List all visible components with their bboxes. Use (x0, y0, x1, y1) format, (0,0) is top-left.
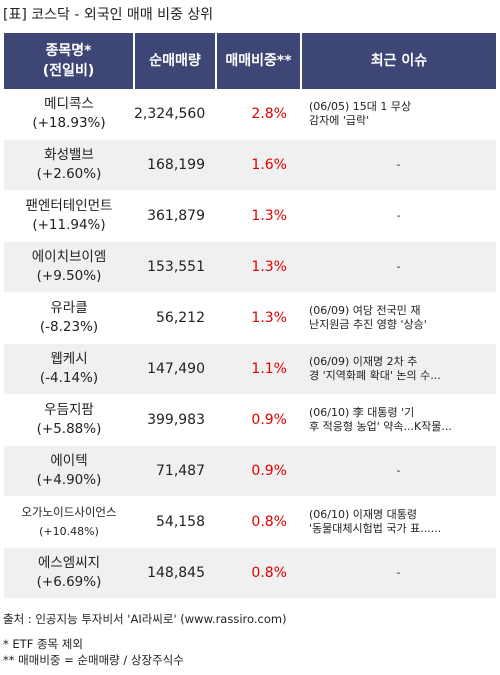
issue-line-1: (06/10) 李 대통령 '기 (309, 406, 415, 419)
stock-name: 오가노이드사이언스 (21, 505, 117, 519)
net-volume-cell: 56,212 (134, 292, 216, 344)
issue-line-1: (06/09) 여당 전국민 재 (309, 304, 421, 317)
recent-issue-cell: - (301, 547, 496, 599)
recent-issue-cell: (06/10) 이재명 대통령 '동물대체시험법 국가 표...... (301, 496, 496, 548)
net-volume-cell: 361,879 (134, 190, 216, 242)
trade-ratio-cell: 0.8% (216, 496, 301, 548)
stock-change: (+9.50%) (36, 268, 102, 284)
stock-name-cell: 에스엠씨지 (+6.69%) (4, 547, 134, 599)
stock-name: 에이치브이엠 (31, 249, 107, 265)
foreign-trading-table: 종목명* (전일비) 순매매량 매매비중** 최근 이슈 메디콕스 (+18.93… (4, 33, 496, 599)
header-change-label: (전일비) (42, 63, 95, 79)
stock-name-cell: 화성밸브 (+2.60%) (4, 139, 134, 191)
issue-line-2: '동물대체시험법 국가 표...... (309, 522, 442, 535)
issue-line-2: 후 적응형 농업' 약속...K작물... (309, 420, 452, 433)
header-net-volume: 순매매량 (133, 33, 216, 89)
table-header-row: 종목명* (전일비) 순매매량 매매비중** 최근 이슈 (4, 33, 496, 89)
stock-name: 에스엠씨지 (37, 555, 101, 571)
issue-line-1: - (396, 566, 401, 579)
issue-line-2: 경 '지역화폐 확대' 논의 수... (309, 369, 441, 382)
table-row: 팬엔터테인먼트 (+11.94%) 361,879 1.3% - (4, 190, 496, 242)
stock-name: 메디콕스 (44, 96, 94, 112)
table-row: 우듬지팜 (+5.88%) 399,983 0.9% (06/10) 李 대통령 '기 후… (4, 394, 496, 446)
net-volume-cell: 2,324,560 (134, 89, 216, 140)
header-trade-ratio: 매매비중** (215, 33, 301, 89)
stock-name: 유라클 (50, 300, 88, 316)
header-recent-issue: 최근 이슈 (300, 33, 496, 89)
recent-issue-cell: (06/09) 여당 전국민 재 난지원금 추진 영향 '상승' (301, 292, 496, 344)
stock-change: (-8.23%) (39, 319, 99, 335)
stock-name: 팬엔터테인먼트 (25, 198, 113, 214)
issue-line-1: (06/09) 이재명 2차 추 (309, 355, 418, 368)
stock-name-cell: 웹케시 (-4.14%) (4, 343, 134, 395)
table-row: 에이치브이엠 (+9.50%) 153,551 1.3% - (4, 241, 496, 293)
trade-ratio-cell: 0.8% (216, 547, 301, 599)
issue-line-1: - (396, 209, 401, 222)
stock-change: (+5.88%) (36, 421, 102, 437)
trade-ratio-cell: 1.3% (216, 292, 301, 344)
stock-name-cell: 에이치브이엠 (+9.50%) (4, 241, 134, 293)
stock-name-cell: 오가노이드사이언스 (+10.48%) (4, 496, 134, 548)
stock-change: (-4.14%) (39, 370, 99, 386)
table-row: 오가노이드사이언스 (+10.48%) 54,158 0.8% (06/10) 이재명 … (4, 496, 496, 548)
stock-name: 웹케시 (50, 351, 88, 367)
stock-change: (+6.69%) (36, 574, 102, 590)
table-row: 메디콕스 (+18.93%) 2,324,560 2.8% (06/05) 15대 1 … (4, 89, 496, 140)
net-volume-cell: 399,983 (134, 394, 216, 446)
trade-ratio-cell: 1.3% (216, 241, 301, 293)
issue-line-1: - (396, 464, 401, 477)
table-row: 에이텍 (+4.90%) 71,487 0.9% - (4, 445, 496, 497)
recent-issue-cell: - (301, 241, 496, 293)
net-volume-cell: 147,490 (134, 343, 216, 395)
stock-name-cell: 메디콕스 (+18.93%) (4, 89, 134, 140)
recent-issue-cell: - (301, 445, 496, 497)
net-volume-cell: 148,845 (134, 547, 216, 599)
stock-name: 화성밸브 (44, 147, 94, 163)
net-volume-cell: 153,551 (134, 241, 216, 293)
trade-ratio-cell: 1.1% (216, 343, 301, 395)
stock-name-cell: 팬엔터테인먼트 (+11.94%) (4, 190, 134, 242)
recent-issue-cell: - (301, 190, 496, 242)
net-volume-cell: 71,487 (134, 445, 216, 497)
issue-line-2: 감자에 '급락' (309, 114, 370, 127)
page-title: [표] 코스닥 - 외국인 매매 비중 상위 (3, 7, 214, 23)
stock-change: (+10.48%) (39, 525, 99, 538)
table-row: 화성밸브 (+2.60%) 168,199 1.6% - (4, 139, 496, 191)
issue-line-2: 난지원금 추진 영향 '상승' (309, 318, 427, 331)
issue-line-1: - (396, 158, 401, 171)
issue-line-1: (06/10) 이재명 대통령 (309, 508, 417, 521)
table-body: 메디콕스 (+18.93%) 2,324,560 2.8% (06/05) 15대 1 … (4, 89, 496, 599)
net-volume-cell: 168,199 (134, 139, 216, 191)
stock-name-cell: 유라클 (-8.23%) (4, 292, 134, 344)
trade-ratio-cell: 0.9% (216, 394, 301, 446)
recent-issue-cell: (06/10) 李 대통령 '기 후 적응형 농업' 약속...K작물... (301, 394, 496, 446)
stock-change: (+2.60%) (36, 166, 102, 182)
table-row: 유라클 (-8.23%) 56,212 1.3% (06/09) 여당 전국민 재 난지원… (4, 292, 496, 344)
stock-name-cell: 우듬지팜 (+5.88%) (4, 394, 134, 446)
source-note: 출처 : 인공지능 투자비서 'AI라씨로' (www.rassiro.com) (3, 612, 287, 626)
trade-ratio-cell: 1.6% (216, 139, 301, 191)
issue-line-1: - (396, 260, 401, 273)
header-name-label: 종목명* (45, 43, 92, 59)
recent-issue-cell: (06/05) 15대 1 무상 감자에 '급락' (301, 89, 496, 140)
footnote-etf: * ETF 종목 제외 (3, 637, 83, 651)
header-stock-name: 종목명* (전일비) (4, 33, 134, 89)
stock-change: (+11.94%) (32, 217, 106, 233)
trade-ratio-cell: 1.3% (216, 190, 301, 242)
footnote-ratio: ** 매매비중 = 순매매량 / 상장주식수 (3, 653, 184, 667)
stock-name-cell: 에이텍 (+4.90%) (4, 445, 134, 497)
stock-name: 에이텍 (50, 453, 88, 469)
trade-ratio-cell: 2.8% (216, 89, 301, 140)
stock-change: (+4.90%) (36, 472, 102, 488)
recent-issue-cell: - (301, 139, 496, 191)
issue-line-1: (06/05) 15대 1 무상 (309, 100, 412, 113)
stock-name: 우듬지팜 (44, 402, 94, 418)
trade-ratio-cell: 0.9% (216, 445, 301, 497)
table-row: 에스엠씨지 (+6.69%) 148,845 0.8% - (4, 547, 496, 599)
stock-change: (+18.93%) (32, 115, 106, 131)
net-volume-cell: 54,158 (134, 496, 216, 548)
